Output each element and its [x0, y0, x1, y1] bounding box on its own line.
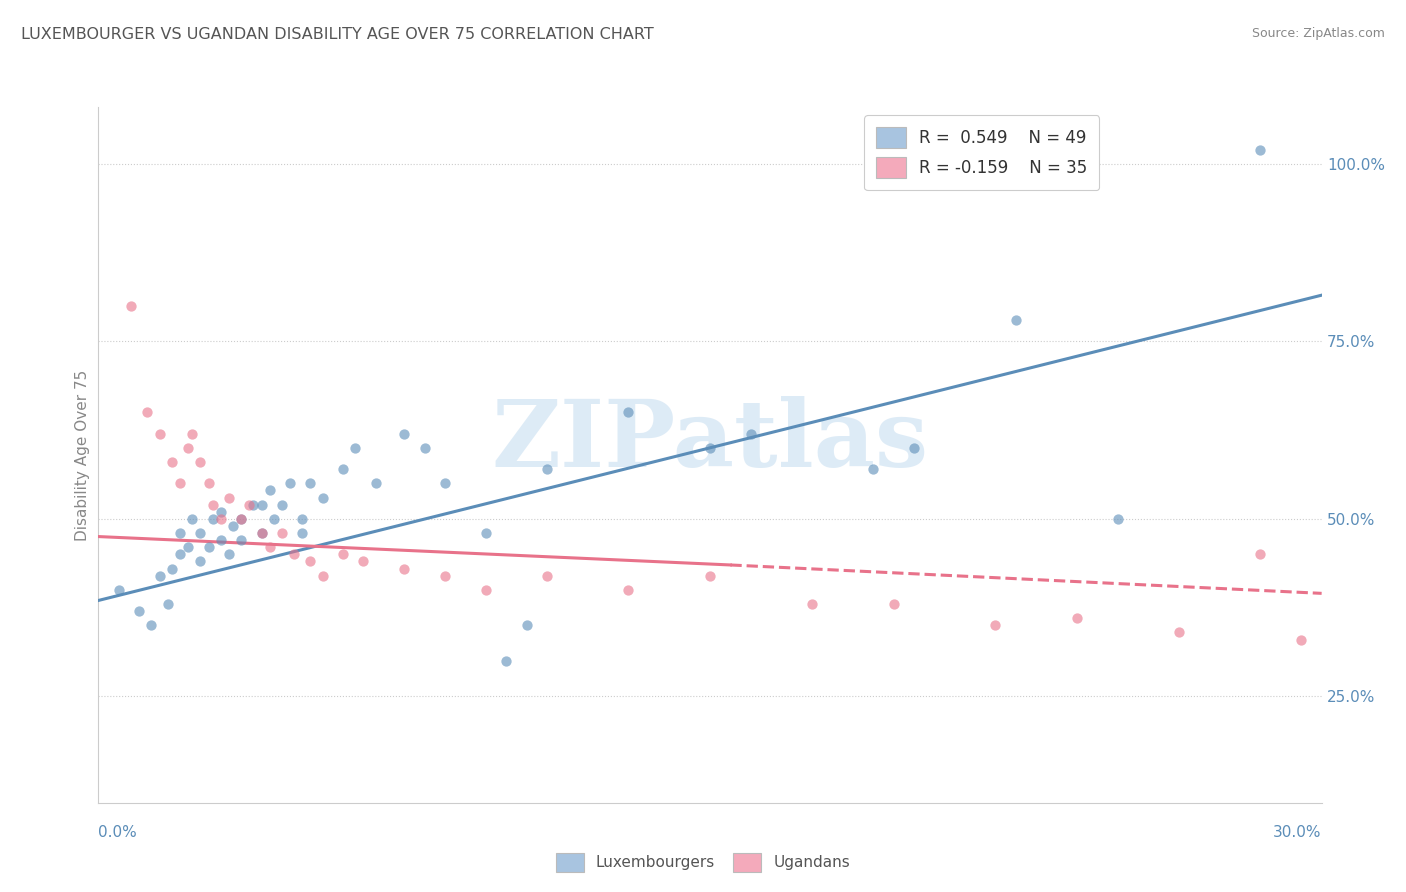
Point	[231, 512, 253, 526]
Text: LUXEMBOURGER VS UGANDAN DISABILITY AGE OVER 75 CORRELATION CHART: LUXEMBOURGER VS UGANDAN DISABILITY AGE O…	[21, 27, 654, 42]
Point	[299, 554, 322, 568]
Point	[156, 597, 179, 611]
Point	[197, 476, 219, 491]
Point	[536, 568, 558, 582]
Point	[312, 568, 335, 582]
Point	[862, 462, 884, 476]
Point	[149, 426, 172, 441]
Point	[392, 426, 416, 441]
Point	[392, 561, 416, 575]
Point	[291, 526, 314, 541]
Point	[270, 526, 294, 541]
Point	[160, 561, 183, 575]
Point	[903, 441, 925, 455]
Point	[312, 491, 335, 505]
Text: 30.0%: 30.0%	[1274, 825, 1322, 840]
Point	[617, 405, 640, 419]
Point	[1167, 625, 1189, 640]
Y-axis label: Disability Age Over 75: Disability Age Over 75	[75, 369, 90, 541]
Point	[1107, 512, 1129, 526]
Point	[201, 498, 224, 512]
Point	[413, 441, 436, 455]
Point	[740, 426, 762, 441]
Point	[218, 491, 240, 505]
Point	[984, 618, 1007, 632]
Point	[250, 498, 273, 512]
Point	[181, 512, 204, 526]
Point	[120, 299, 142, 313]
Point	[238, 498, 260, 512]
Point	[278, 476, 301, 491]
Point	[242, 498, 264, 512]
Point	[299, 476, 322, 491]
Point	[270, 498, 294, 512]
Point	[516, 618, 538, 632]
Point	[231, 512, 253, 526]
Point	[259, 483, 281, 498]
Point	[1291, 632, 1313, 647]
Point	[181, 426, 204, 441]
Point	[536, 462, 558, 476]
Point	[474, 526, 498, 541]
Point	[883, 597, 905, 611]
Point	[222, 519, 245, 533]
Point	[197, 540, 219, 554]
Point	[218, 547, 240, 561]
Point	[434, 476, 457, 491]
Point	[617, 582, 640, 597]
Point	[263, 512, 285, 526]
Point	[344, 441, 367, 455]
Point	[291, 512, 314, 526]
Point	[128, 604, 150, 618]
Text: Source: ZipAtlas.com: Source: ZipAtlas.com	[1251, 27, 1385, 40]
Point	[136, 405, 159, 419]
Point	[332, 462, 354, 476]
Point	[209, 512, 232, 526]
Point	[434, 568, 457, 582]
Point	[495, 654, 517, 668]
Point	[1066, 611, 1088, 625]
Point	[259, 540, 281, 554]
Legend: Luxembourgers, Ugandans: Luxembourgers, Ugandans	[548, 845, 858, 880]
Point	[177, 441, 200, 455]
Point	[231, 533, 253, 548]
Point	[169, 526, 191, 541]
Point	[201, 512, 224, 526]
Point	[1004, 313, 1026, 327]
Point	[1249, 547, 1271, 561]
Text: 0.0%: 0.0%	[98, 825, 138, 840]
Point	[250, 526, 273, 541]
Point	[188, 554, 212, 568]
Point	[169, 476, 191, 491]
Legend: R =  0.549    N = 49, R = -0.159    N = 35: R = 0.549 N = 49, R = -0.159 N = 35	[865, 115, 1099, 190]
Point	[160, 455, 183, 469]
Point	[209, 505, 232, 519]
Point	[801, 597, 824, 611]
Point	[283, 547, 305, 561]
Point	[1249, 143, 1271, 157]
Point	[352, 554, 374, 568]
Point	[474, 582, 498, 597]
Text: ZIPatlas: ZIPatlas	[492, 396, 928, 486]
Point	[141, 618, 163, 632]
Point	[108, 582, 131, 597]
Point	[699, 568, 721, 582]
Point	[169, 547, 191, 561]
Point	[699, 441, 721, 455]
Point	[177, 540, 200, 554]
Point	[209, 533, 232, 548]
Point	[188, 455, 212, 469]
Point	[149, 568, 172, 582]
Point	[250, 526, 273, 541]
Point	[188, 526, 212, 541]
Point	[332, 547, 354, 561]
Point	[364, 476, 387, 491]
